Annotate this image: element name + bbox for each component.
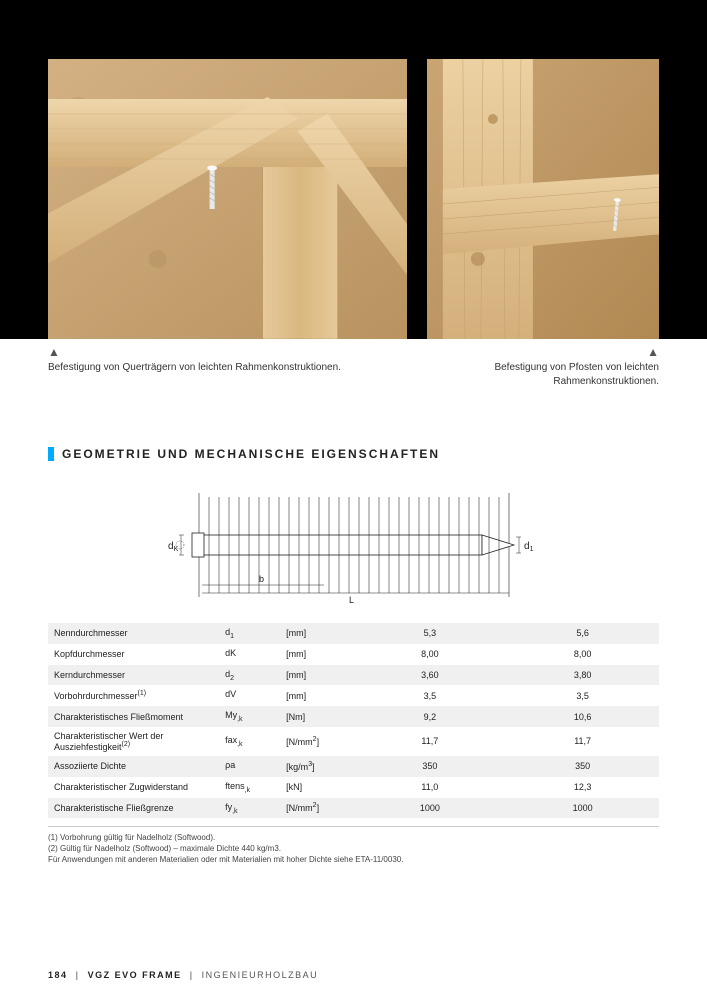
cell-v2: 1000 <box>506 798 659 819</box>
cell-v1: 11,0 <box>353 777 506 798</box>
cell-label: Charakteristische Fließgrenze <box>48 798 219 819</box>
cell-symbol: dK <box>219 644 280 665</box>
cell-symbol: My,k <box>219 706 280 727</box>
cell-symbol: fy,k <box>219 798 280 819</box>
table-row: Charakteristisches FließmomentMy,k[Nm]9,… <box>48 706 659 727</box>
table-row: Charakteristische Fließgrenzefy,k[N/mm2]… <box>48 798 659 819</box>
cell-v2: 8,00 <box>506 644 659 665</box>
cell-symbol: fax,k <box>219 727 280 756</box>
cell-label: Charakteristischer Wert der Ausziehfesti… <box>48 727 219 756</box>
cell-v1: 5,3 <box>353 623 506 644</box>
cell-label: Kerndurchmesser <box>48 665 219 686</box>
footnotes: (1) Vorbohrung gültig für Nadelholz (Sof… <box>48 826 659 865</box>
cell-symbol: dV <box>219 685 280 706</box>
cell-label: Nenndurchmesser <box>48 623 219 644</box>
footnote-2: (2) Gültig für Nadelholz (Softwood) – ma… <box>48 844 659 855</box>
table-row: Charakteristischer Wert der Ausziehfesti… <box>48 727 659 756</box>
cell-v1: 3,60 <box>353 665 506 686</box>
cell-symbol: ρa <box>219 756 280 777</box>
caption-right: Befestigung von Pfosten von leichten Rah… <box>427 359 659 389</box>
screw-diagram: dK d1 b L <box>124 485 584 605</box>
captions-row: ▲ Befestigung von Querträgern von leicht… <box>0 339 707 417</box>
cell-v2: 3,5 <box>506 685 659 706</box>
cell-label: Kopfdurchmesser <box>48 644 219 665</box>
cell-v2: 11,7 <box>506 727 659 756</box>
section-title-text: GEOMETRIE UND MECHANISCHE EIGENSCHAFTEN <box>62 447 440 461</box>
cell-unit: [N/mm2] <box>280 798 353 819</box>
cell-unit: [N/mm2] <box>280 727 353 756</box>
cell-v1: 1000 <box>353 798 506 819</box>
cell-unit: [kg/m3] <box>280 756 353 777</box>
cell-v1: 11,7 <box>353 727 506 756</box>
cell-label: Vorbohrdurchmesser(1) <box>48 685 219 706</box>
cell-v1: 9,2 <box>353 706 506 727</box>
diagram-label-L: L <box>349 595 354 605</box>
cell-unit: [Nm] <box>280 706 353 727</box>
spec-table: Nenndurchmesserd1[mm]5,35,6Kopfdurchmess… <box>48 623 659 818</box>
cell-symbol: d1 <box>219 623 280 644</box>
footer-category: INGENIEURHOLZBAU <box>202 970 319 980</box>
table-row: Vorbohrdurchmesser(1)dV[mm]3,53,5 <box>48 685 659 706</box>
footnote-3: Für Anwendungen mit anderen Materialien … <box>48 855 659 866</box>
photo-right <box>427 59 659 339</box>
cell-label: Charakteristisches Fließmoment <box>48 706 219 727</box>
cell-v2: 5,6 <box>506 623 659 644</box>
footer-page: 184 <box>48 970 68 980</box>
table-row: Charakteristischer Zugwiderstandftens,k[… <box>48 777 659 798</box>
cell-v1: 3,5 <box>353 685 506 706</box>
footnote-1: (1) Vorbohrung gültig für Nadelholz (Sof… <box>48 833 659 844</box>
diagram-label-d1: d1 <box>524 541 534 553</box>
cell-v1: 350 <box>353 756 506 777</box>
diagram-label-b: b <box>259 574 264 584</box>
top-black-bar <box>0 0 707 60</box>
footer-product: VGZ EVO FRAME <box>88 970 182 980</box>
chevron-up-icon: ▲ <box>427 345 659 359</box>
cell-v2: 12,3 <box>506 777 659 798</box>
caption-left: Befestigung von Querträgern von leichten… <box>48 359 407 375</box>
diagram-label-dk: dK <box>168 541 179 553</box>
photo-row <box>0 59 707 339</box>
cell-symbol: ftens,k <box>219 777 280 798</box>
chevron-up-icon: ▲ <box>48 345 407 359</box>
cell-unit: [mm] <box>280 644 353 665</box>
cell-v1: 8,00 <box>353 644 506 665</box>
cell-symbol: d2 <box>219 665 280 686</box>
cell-unit: [mm] <box>280 665 353 686</box>
page-footer: 184 | VGZ EVO FRAME | INGENIEURHOLZBAU <box>48 970 318 980</box>
cell-unit: [kN] <box>280 777 353 798</box>
table-row: KopfdurchmesserdK[mm]8,008,00 <box>48 644 659 665</box>
table-row: Kerndurchmesserd2[mm]3,603,80 <box>48 665 659 686</box>
table-row: Assoziierte Dichteρa[kg/m3]350350 <box>48 756 659 777</box>
cell-unit: [mm] <box>280 685 353 706</box>
cell-unit: [mm] <box>280 623 353 644</box>
photo-left <box>48 59 407 339</box>
cell-label: Assoziierte Dichte <box>48 756 219 777</box>
section-title: GEOMETRIE UND MECHANISCHE EIGENSCHAFTEN <box>48 447 659 461</box>
cell-v2: 3,80 <box>506 665 659 686</box>
table-row: Nenndurchmesserd1[mm]5,35,6 <box>48 623 659 644</box>
cell-label: Charakteristischer Zugwiderstand <box>48 777 219 798</box>
cell-v2: 350 <box>506 756 659 777</box>
cell-v2: 10,6 <box>506 706 659 727</box>
